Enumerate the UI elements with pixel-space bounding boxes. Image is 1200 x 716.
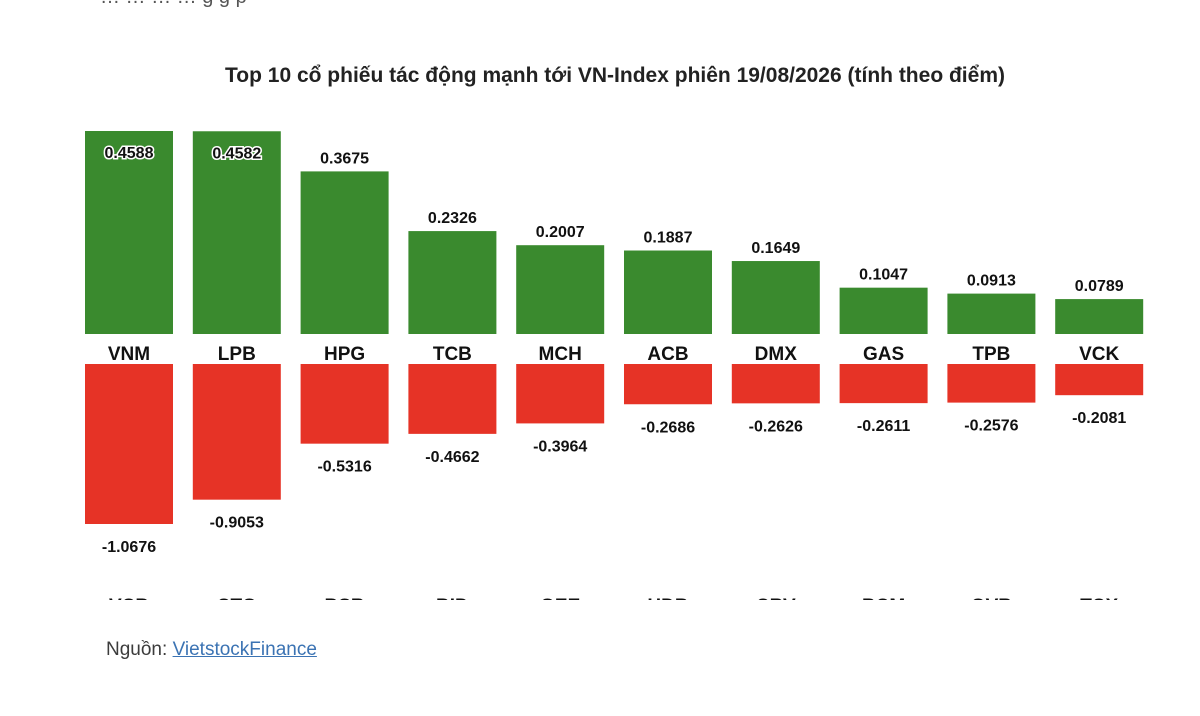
bar-positive-tcb [408,231,497,334]
data-label-positive: 0.0789 [1075,278,1124,295]
data-label-positive: 0.4582 [212,145,261,162]
bar-negative-ctg [192,364,281,500]
data-label-negative: -0.2576 [964,418,1018,435]
bar-positive-tpb [947,293,1036,334]
category-label-negative: CTG [217,596,257,600]
category-label-negative: GVR [971,596,1012,600]
category-label-positive: GAS [863,344,904,365]
data-label-negative: -1.0676 [102,539,156,556]
data-label-positive: 0.3675 [320,150,369,167]
source-line: Nguồn: VietstockFinance [106,639,317,661]
bar-positive-vnm [85,131,173,334]
data-label-positive: 0.1047 [859,267,908,284]
bar-negative-hdb [624,364,712,405]
data-label-negative: -0.3964 [533,438,587,455]
bar-negative-tcx [1055,364,1144,396]
bar-positive-hpg [300,171,389,334]
category-label-positive: VCK [1079,344,1119,365]
data-label-negative: -0.2081 [1072,410,1126,427]
bar-positive-lpb [192,131,281,334]
data-label-negative: -0.9053 [210,515,264,532]
bar-positive-gas [839,287,928,334]
data-label-positive: 0.2326 [428,210,477,227]
category-label-positive: VNM [108,344,150,365]
category-label-negative: BCM [862,596,905,600]
category-label-positive: HPG [324,344,365,365]
category-label-positive: ACB [647,344,688,365]
category-label-positive: TCB [433,344,472,365]
data-label-positive: 0.1649 [751,240,800,257]
category-label-positive: DMX [755,344,798,365]
category-label-positive: TPB [972,344,1010,365]
data-label-negative: -0.2626 [749,418,803,435]
bar-negative-bsr [300,364,389,444]
category-label-positive: MCH [539,344,582,365]
category-label-negative: CRV [756,596,796,600]
data-label-negative: -0.2611 [857,418,910,435]
source-label: Nguồn: [106,639,168,660]
cropped-header-text: … … … … g g p [100,0,247,9]
data-label-negative: -0.5316 [317,459,371,476]
data-label-negative: -0.2686 [641,419,695,436]
chart-title: Top 10 cổ phiếu tác động mạnh tới VN-Ind… [225,64,1005,87]
category-label-negative: HDB [647,596,688,600]
bar-positive-dmx [731,261,820,334]
data-label-positive: 0.4588 [105,145,154,162]
bar-chart: 0.4588 VNM 0.4582 LPB 0.3675 HPG 0.2326 TCB 0.20… [85,131,1144,600]
bar-positive-vck [1055,299,1144,334]
category-label-negative: BSR [325,596,365,600]
bar-negative-vcb [85,364,173,524]
source-link[interactable]: VietstockFinance [172,639,317,660]
category-label-negative: GEE [540,596,580,600]
data-label-positive: 0.0913 [967,273,1016,290]
category-label-negative: TCX [1080,596,1118,600]
data-label-positive: 0.2007 [536,224,585,241]
bar-negative-bcm [839,364,928,404]
category-label-negative: VCB [109,596,149,600]
category-label-positive: LPB [218,344,256,365]
bar-positive-mch [516,245,605,334]
bar-negative-gee [516,364,605,424]
bar-positive-acb [624,250,712,334]
data-label-negative: -0.4662 [425,449,479,466]
bar-negative-gvr [947,364,1036,403]
category-label-negative: BID [436,596,469,600]
bar-negative-bid [408,364,497,434]
data-label-positive: 0.1887 [644,230,693,247]
bar-negative-crv [731,364,820,404]
